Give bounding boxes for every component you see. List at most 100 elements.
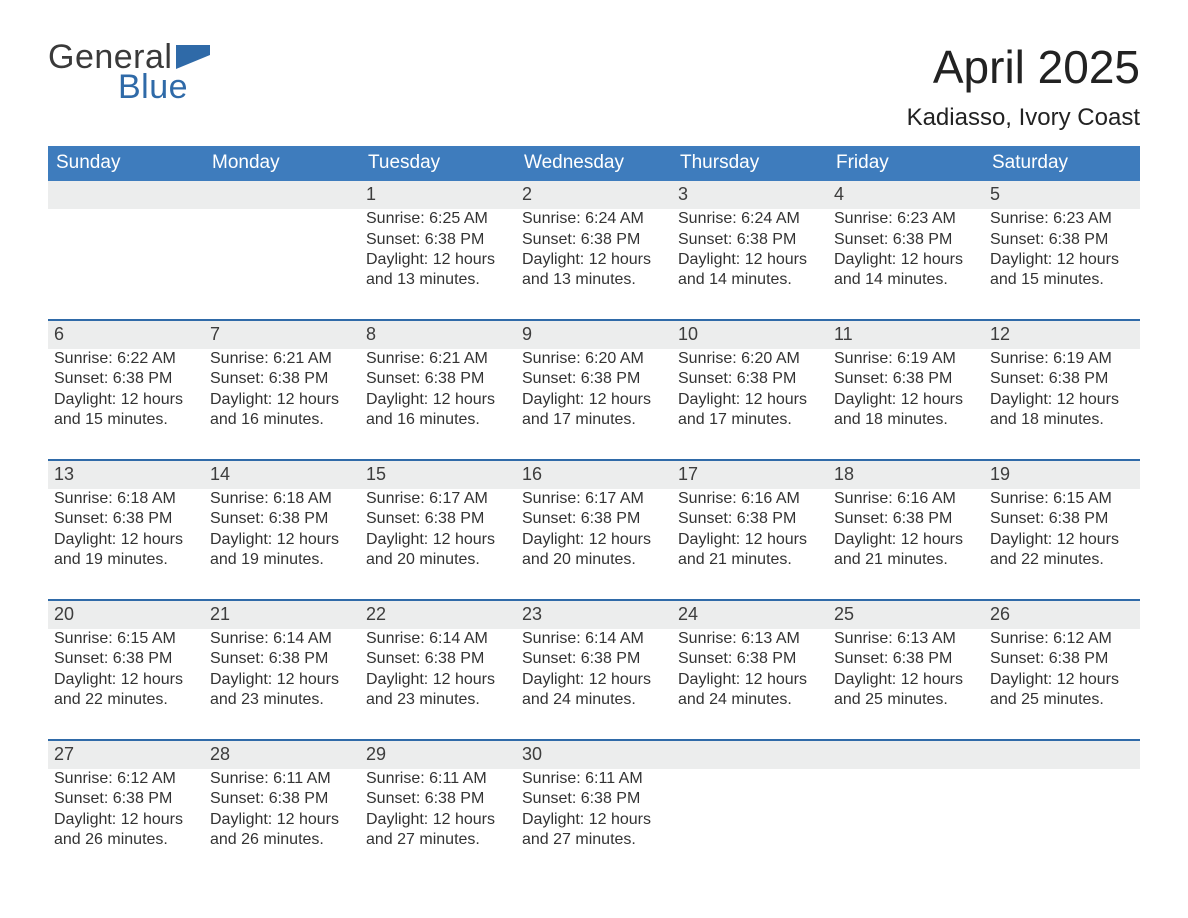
daylight-line: Daylight: 12 hours and 16 minutes.	[366, 390, 510, 431]
daylight-line: Daylight: 12 hours and 15 minutes.	[54, 390, 198, 431]
sunset-line: Sunset: 6:38 PM	[522, 509, 666, 529]
day-number-cell: 2	[516, 181, 672, 209]
weekday-header: Tuesday	[360, 146, 516, 181]
day-number-cell: 29	[360, 740, 516, 769]
day-content-cell: Sunrise: 6:12 AMSunset: 6:38 PMDaylight:…	[984, 629, 1140, 740]
day-number-cell: 20	[48, 600, 204, 629]
day-number-cell: 23	[516, 600, 672, 629]
day-number-cell: 9	[516, 320, 672, 349]
sunrise-line: Sunrise: 6:24 AM	[678, 209, 822, 229]
daylight-line: Daylight: 12 hours and 14 minutes.	[678, 250, 822, 291]
day-content-cell: Sunrise: 6:14 AMSunset: 6:38 PMDaylight:…	[360, 629, 516, 740]
sunrise-line: Sunrise: 6:18 AM	[54, 489, 198, 509]
daylight-line: Daylight: 12 hours and 19 minutes.	[54, 530, 198, 571]
daylight-line: Daylight: 12 hours and 16 minutes.	[210, 390, 354, 431]
day-content-cell: Sunrise: 6:17 AMSunset: 6:38 PMDaylight:…	[360, 489, 516, 600]
daylight-line: Daylight: 12 hours and 26 minutes.	[54, 810, 198, 851]
sunrise-line: Sunrise: 6:23 AM	[834, 209, 978, 229]
sunset-line: Sunset: 6:38 PM	[522, 789, 666, 809]
daylight-line: Daylight: 12 hours and 17 minutes.	[678, 390, 822, 431]
day-number-cell	[48, 181, 204, 209]
day-content-cell: Sunrise: 6:16 AMSunset: 6:38 PMDaylight:…	[828, 489, 984, 600]
page-header: General Blue April 2025 Kadiasso, Ivory …	[48, 40, 1140, 132]
sunset-line: Sunset: 6:38 PM	[210, 789, 354, 809]
daylight-line: Daylight: 12 hours and 20 minutes.	[366, 530, 510, 571]
day-number-cell	[828, 740, 984, 769]
sunset-line: Sunset: 6:38 PM	[54, 789, 198, 809]
day-content-cell	[828, 769, 984, 879]
daylight-line: Daylight: 12 hours and 27 minutes.	[522, 810, 666, 851]
day-number-cell: 14	[204, 460, 360, 489]
daylight-line: Daylight: 12 hours and 24 minutes.	[522, 670, 666, 711]
weekday-header: Wednesday	[516, 146, 672, 181]
sunset-line: Sunset: 6:38 PM	[210, 369, 354, 389]
sunset-line: Sunset: 6:38 PM	[834, 230, 978, 250]
sunrise-line: Sunrise: 6:18 AM	[210, 489, 354, 509]
weekday-header: Sunday	[48, 146, 204, 181]
day-number-cell: 7	[204, 320, 360, 349]
day-content-row: Sunrise: 6:12 AMSunset: 6:38 PMDaylight:…	[48, 769, 1140, 879]
sunrise-line: Sunrise: 6:21 AM	[366, 349, 510, 369]
sunrise-line: Sunrise: 6:20 AM	[522, 349, 666, 369]
sunset-line: Sunset: 6:38 PM	[366, 649, 510, 669]
sunrise-line: Sunrise: 6:14 AM	[210, 629, 354, 649]
daylight-line: Daylight: 12 hours and 20 minutes.	[522, 530, 666, 571]
daylight-line: Daylight: 12 hours and 25 minutes.	[990, 670, 1134, 711]
sunrise-line: Sunrise: 6:16 AM	[678, 489, 822, 509]
sunrise-line: Sunrise: 6:24 AM	[522, 209, 666, 229]
page-location: Kadiasso, Ivory Coast	[907, 104, 1140, 132]
sunrise-line: Sunrise: 6:11 AM	[522, 769, 666, 789]
sunset-line: Sunset: 6:38 PM	[210, 509, 354, 529]
day-content-cell	[204, 209, 360, 320]
day-number-cell: 8	[360, 320, 516, 349]
sunrise-line: Sunrise: 6:11 AM	[366, 769, 510, 789]
day-content-cell: Sunrise: 6:11 AMSunset: 6:38 PMDaylight:…	[204, 769, 360, 879]
day-number-cell: 18	[828, 460, 984, 489]
sunset-line: Sunset: 6:38 PM	[210, 649, 354, 669]
page-title: April 2025	[907, 40, 1140, 94]
weekday-header: Monday	[204, 146, 360, 181]
logo-flag-icon	[176, 45, 210, 71]
day-content-cell: Sunrise: 6:21 AMSunset: 6:38 PMDaylight:…	[204, 349, 360, 460]
daylight-line: Daylight: 12 hours and 23 minutes.	[210, 670, 354, 711]
sunrise-line: Sunrise: 6:19 AM	[834, 349, 978, 369]
sunrise-line: Sunrise: 6:12 AM	[54, 769, 198, 789]
day-number-cell: 22	[360, 600, 516, 629]
sunset-line: Sunset: 6:38 PM	[678, 509, 822, 529]
day-number-cell: 12	[984, 320, 1140, 349]
day-number-cell: 4	[828, 181, 984, 209]
sunrise-line: Sunrise: 6:15 AM	[54, 629, 198, 649]
sunset-line: Sunset: 6:38 PM	[990, 649, 1134, 669]
daylight-line: Daylight: 12 hours and 27 minutes.	[366, 810, 510, 851]
day-number-cell: 16	[516, 460, 672, 489]
sunset-line: Sunset: 6:38 PM	[522, 369, 666, 389]
sunrise-line: Sunrise: 6:22 AM	[54, 349, 198, 369]
daylight-line: Daylight: 12 hours and 22 minutes.	[990, 530, 1134, 571]
daylight-line: Daylight: 12 hours and 13 minutes.	[366, 250, 510, 291]
day-content-cell: Sunrise: 6:13 AMSunset: 6:38 PMDaylight:…	[672, 629, 828, 740]
day-number-cell: 11	[828, 320, 984, 349]
day-content-cell	[984, 769, 1140, 879]
day-number-cell: 28	[204, 740, 360, 769]
daylight-line: Daylight: 12 hours and 13 minutes.	[522, 250, 666, 291]
day-content-cell: Sunrise: 6:22 AMSunset: 6:38 PMDaylight:…	[48, 349, 204, 460]
daylight-line: Daylight: 12 hours and 21 minutes.	[678, 530, 822, 571]
logo: General Blue	[48, 40, 210, 105]
sunrise-line: Sunrise: 6:14 AM	[366, 629, 510, 649]
daylight-line: Daylight: 12 hours and 19 minutes.	[210, 530, 354, 571]
day-content-cell: Sunrise: 6:15 AMSunset: 6:38 PMDaylight:…	[48, 629, 204, 740]
day-content-row: Sunrise: 6:22 AMSunset: 6:38 PMDaylight:…	[48, 349, 1140, 460]
day-content-cell: Sunrise: 6:11 AMSunset: 6:38 PMDaylight:…	[360, 769, 516, 879]
weekday-header: Friday	[828, 146, 984, 181]
day-content-cell: Sunrise: 6:14 AMSunset: 6:38 PMDaylight:…	[204, 629, 360, 740]
sunset-line: Sunset: 6:38 PM	[366, 509, 510, 529]
sunset-line: Sunset: 6:38 PM	[54, 649, 198, 669]
day-content-cell: Sunrise: 6:21 AMSunset: 6:38 PMDaylight:…	[360, 349, 516, 460]
day-content-cell: Sunrise: 6:13 AMSunset: 6:38 PMDaylight:…	[828, 629, 984, 740]
daylight-line: Daylight: 12 hours and 25 minutes.	[834, 670, 978, 711]
day-content-cell: Sunrise: 6:19 AMSunset: 6:38 PMDaylight:…	[984, 349, 1140, 460]
day-number-cell: 17	[672, 460, 828, 489]
day-number-cell: 15	[360, 460, 516, 489]
sunset-line: Sunset: 6:38 PM	[678, 369, 822, 389]
sunset-line: Sunset: 6:38 PM	[834, 649, 978, 669]
